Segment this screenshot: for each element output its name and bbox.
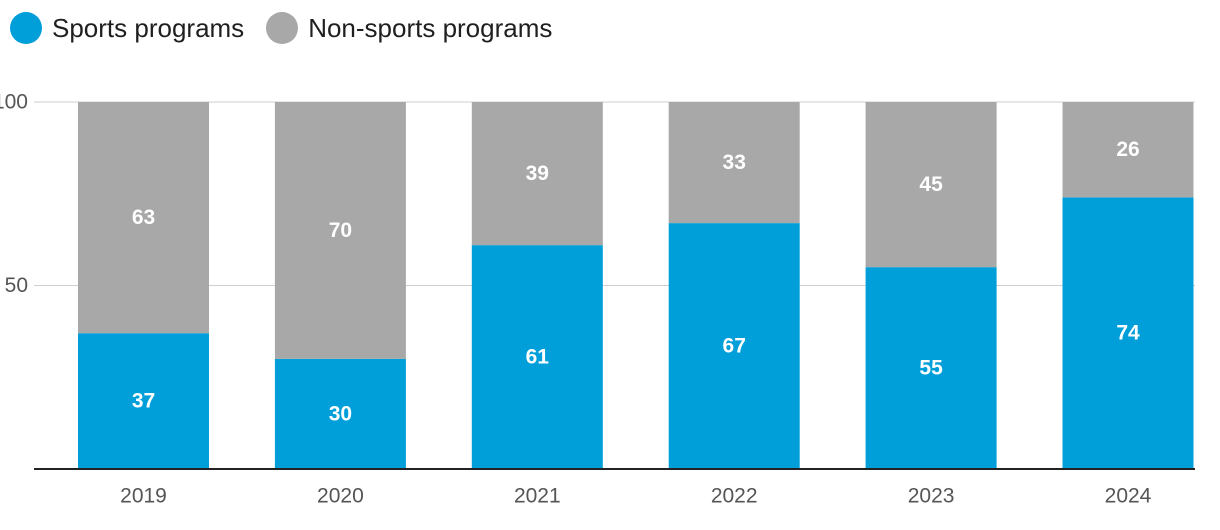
data-label-non-sports-2022: 33: [723, 151, 746, 174]
legend-label-sports: Sports programs: [52, 13, 245, 43]
x-tick-label-2019: 2019: [120, 485, 167, 508]
bar-non-sports-2023: [865, 102, 997, 268]
bar-non-sports-2024: [1062, 102, 1194, 198]
legend-label-non-sports: Non-sports programs: [308, 13, 553, 43]
legend-swatch-non-sports: [266, 12, 299, 44]
bar-non-sports-2021: [471, 102, 603, 246]
bar-non-sports-2020: [274, 102, 406, 359]
data-label-sports-2024: 74: [1116, 322, 1140, 345]
y-tick-label-50: 50: [5, 274, 28, 297]
legend-item-sports: Sports programs: [10, 12, 244, 44]
x-tick-label-2021: 2021: [514, 485, 561, 508]
bar-sports-2020: [274, 358, 406, 469]
legend-item-non-sports: Non-sports programs: [266, 12, 552, 44]
x-tick-label-2023: 2023: [908, 485, 955, 508]
x-tick-label-2022: 2022: [711, 485, 758, 508]
bar-non-sports-2022: [668, 102, 800, 224]
bar-sports-2019: [78, 333, 209, 469]
data-label-sports-2022: 67: [723, 335, 746, 358]
data-label-non-sports-2023: 45: [919, 173, 943, 196]
data-label-sports-2023: 55: [919, 357, 943, 380]
x-tick-label-2024: 2024: [1105, 485, 1152, 508]
legend-swatch-sports: [10, 12, 42, 44]
data-label-sports-2019: 37: [132, 390, 155, 413]
data-label-non-sports-2024: 26: [1116, 138, 1139, 161]
data-label-non-sports-2020: 70: [329, 219, 352, 242]
bar-sports-2023: [865, 267, 997, 469]
x-tick-label-2020: 2020: [317, 485, 364, 508]
y-tick-label-100: 100: [0, 91, 28, 114]
data-label-sports-2021: 61: [526, 346, 550, 369]
chart-legend: Sports programs Non-sports programs: [10, 8, 552, 48]
data-label-sports-2020: 30: [329, 402, 352, 425]
bar-sports-2024: [1062, 197, 1194, 470]
data-label-non-sports-2021: 39: [526, 162, 549, 185]
data-label-non-sports-2019: 63: [132, 206, 155, 229]
bar-non-sports-2019: [78, 102, 209, 334]
bar-sports-2021: [471, 245, 603, 469]
bar-sports-2022: [668, 223, 800, 469]
